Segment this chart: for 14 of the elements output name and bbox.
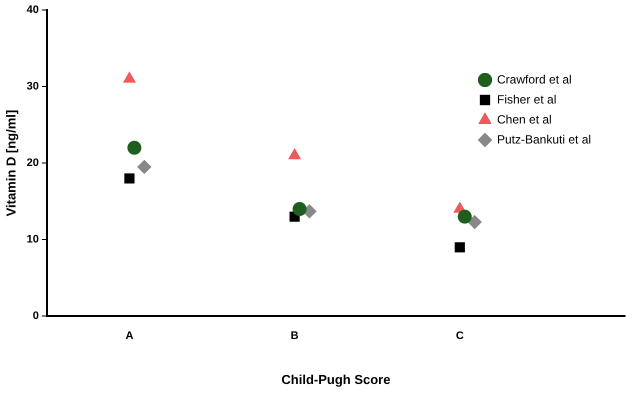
legend-label: Crawford et al [497,72,572,86]
x-tick-label: B [290,330,299,342]
x-axis-title: Child-Pugh Score [281,372,390,387]
legend-label: Fisher et al [497,92,556,106]
x-tick-label: A [125,330,134,342]
y-tick-label: 40 [26,4,39,16]
legend-label: Putz-Bankuti et al [497,132,592,146]
x-tick-label: C [456,330,464,342]
y-tick-label: 20 [26,157,39,170]
y-tick-label: 10 [26,234,39,246]
y-tick-label: 30 [26,80,39,93]
legend-label: Chen et al [497,112,552,126]
y-tick-label: 0 [32,310,39,322]
y-axis-title: Vitamin D [ng/ml] [3,110,18,216]
